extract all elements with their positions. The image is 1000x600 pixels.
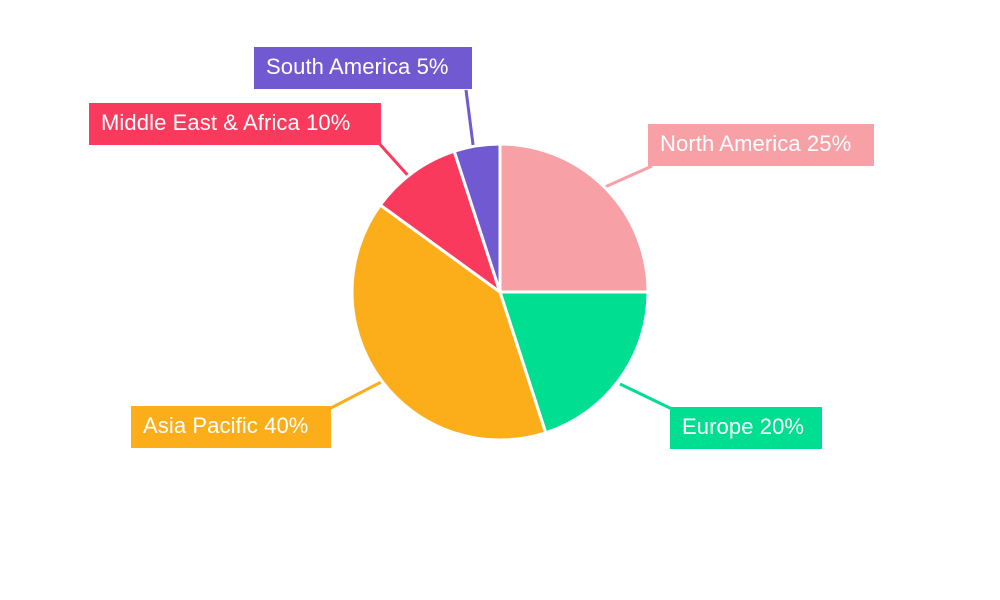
leader-line-north-america <box>604 164 653 189</box>
pie-slice-asia-pacific[interactable] <box>350 203 548 442</box>
pie-label-south-america[interactable]: South America 5% <box>254 47 472 89</box>
pie-slice-middle-east-africa[interactable] <box>378 149 502 294</box>
pie-label-europe[interactable]: Europe 20% <box>670 407 822 449</box>
leader-line-europe <box>619 382 675 412</box>
pie-slice-north-america[interactable] <box>498 142 650 294</box>
pie-label-asia-pacific[interactable]: Asia Pacific 40% <box>131 406 331 448</box>
pie-slices-group <box>350 142 650 442</box>
leader-line-asia-pacific <box>326 378 386 412</box>
pie-slice-south-america[interactable] <box>452 142 502 294</box>
pie-label-middle-east-africa[interactable]: Middle East & Africa 10% <box>89 103 381 145</box>
leader-line-middle-east-africa <box>375 139 414 182</box>
pie-slice-europe[interactable] <box>498 290 650 435</box>
pie-label-north-america[interactable]: North America 25% <box>648 124 874 166</box>
